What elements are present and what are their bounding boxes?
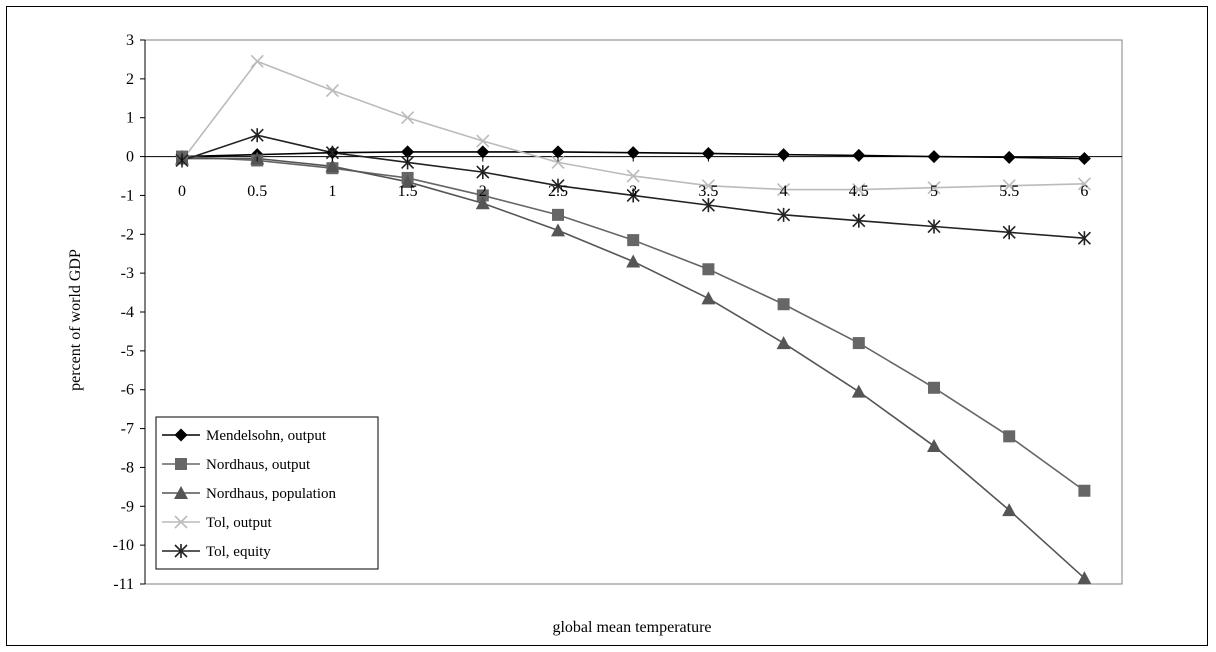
- data-point-s1-7: [701, 146, 715, 160]
- data-point-s3-6: [626, 254, 641, 268]
- data-point-s2-7: [702, 263, 715, 276]
- legend-marker-2: [175, 458, 187, 470]
- data-point-s4-8: [777, 183, 791, 197]
- legend-marker-1: [174, 428, 188, 442]
- data-point-s2-12: [1078, 484, 1091, 497]
- y-tick-label: -4: [121, 304, 134, 321]
- data-point-s1-6: [626, 146, 640, 160]
- data-point-s3-5: [551, 223, 565, 237]
- data-point-s2-11: [1003, 430, 1016, 443]
- y-tick-label: -11: [113, 576, 134, 593]
- data-point-s3-11: [1002, 503, 1017, 517]
- data-point-s2-6: [627, 234, 640, 247]
- y-tick-label: -2: [121, 226, 134, 243]
- data-point-s4-11: [1002, 179, 1016, 193]
- data-point-s4-1: [250, 54, 264, 68]
- x-tick-label: 4.5: [849, 183, 869, 200]
- y-tick-label: -8: [121, 459, 134, 476]
- data-point-s4-12: [1077, 177, 1091, 191]
- data-point-s5-9: [852, 213, 866, 228]
- x-tick-label: 1.5: [398, 183, 418, 200]
- data-point-s3-10: [927, 439, 941, 453]
- data-point-s4-3: [401, 111, 415, 125]
- data-point-s4-2: [325, 83, 339, 98]
- legend-marker-4: [174, 515, 188, 529]
- legend-label-1: Mendelsohn, output: [206, 428, 327, 444]
- x-tick-label: 5: [930, 183, 938, 200]
- y-tick-label: -1: [121, 187, 134, 204]
- x-tick-label: 2: [479, 183, 487, 200]
- data-point-s5-8: [777, 207, 791, 222]
- data-point-s5-5: [551, 178, 565, 193]
- data-point-s3-9: [851, 384, 866, 398]
- y-tick-label: -5: [121, 343, 134, 360]
- data-point-s4-5: [551, 155, 565, 169]
- x-tick-label: 3.5: [698, 183, 718, 200]
- legend-marker-5: [174, 544, 188, 558]
- data-point-s3-12: [1077, 571, 1092, 585]
- data-point-s3-7: [701, 291, 716, 305]
- data-point-s4-7: [701, 179, 715, 193]
- data-point-s2-8: [777, 298, 790, 311]
- data-point-s2-5: [552, 208, 564, 221]
- data-point-s1-8: [777, 148, 791, 162]
- data-point-s1-3: [401, 145, 415, 159]
- data-point-s5-4: [476, 165, 490, 180]
- x-tick-label: 3: [629, 183, 637, 200]
- data-point-s3-2: [325, 159, 340, 173]
- legend-label-3: Nordhaus, population: [206, 486, 336, 502]
- data-point-s5-10: [927, 219, 941, 234]
- x-tick-label: 5.5: [999, 183, 1019, 200]
- y-axis-title: percent of world GDP: [67, 249, 84, 391]
- y-tick-label: -6: [121, 382, 134, 399]
- x-tick-label: 6: [1080, 183, 1088, 200]
- y-tick-label: 1: [126, 110, 134, 127]
- y-tick-label: -3: [121, 265, 134, 282]
- data-point-s4-10: [927, 181, 941, 195]
- x-tick-label: 1: [328, 183, 336, 200]
- data-point-s1-9: [852, 148, 866, 162]
- y-tick-label: 2: [126, 71, 134, 88]
- data-point-s2-10: [928, 381, 940, 394]
- legend-label-5: Tol, equity: [206, 544, 271, 560]
- legend-label-4: Tol, output: [206, 515, 272, 531]
- data-point-s4-6: [626, 169, 640, 183]
- legend-marker-3: [174, 486, 188, 499]
- data-point-s4-9: [852, 183, 866, 197]
- x-tick-label: 0: [178, 183, 186, 200]
- data-point-s2-9: [852, 337, 865, 350]
- data-point-s5-11: [1002, 225, 1016, 240]
- data-point-s3-4: [475, 196, 490, 210]
- data-point-s5-7: [701, 198, 715, 213]
- x-tick-label: 2.5: [548, 183, 568, 200]
- data-point-s2-4: [476, 189, 489, 202]
- x-tick-label: 4: [780, 183, 788, 200]
- data-point-s1-5: [551, 145, 565, 159]
- y-tick-label: -7: [121, 421, 134, 438]
- data-point-s1-4: [476, 145, 490, 159]
- data-point-s3-3: [400, 174, 415, 188]
- x-axis-title: global mean temperature: [552, 619, 711, 636]
- y-tick-label: -9: [121, 498, 134, 515]
- y-tick-label: 3: [126, 32, 134, 49]
- x-tick-label: 0.5: [247, 183, 267, 200]
- y-tick-label: 0: [126, 149, 134, 166]
- y-tick-label: -10: [113, 537, 134, 554]
- data-point-s4-4: [476, 134, 490, 148]
- data-point-s3-8: [776, 336, 791, 350]
- legend-label-2: Nordhaus, output: [206, 457, 311, 473]
- data-point-s5-6: [626, 188, 640, 203]
- data-point-s5-1: [250, 128, 264, 143]
- data-point-s5-12: [1077, 231, 1091, 246]
